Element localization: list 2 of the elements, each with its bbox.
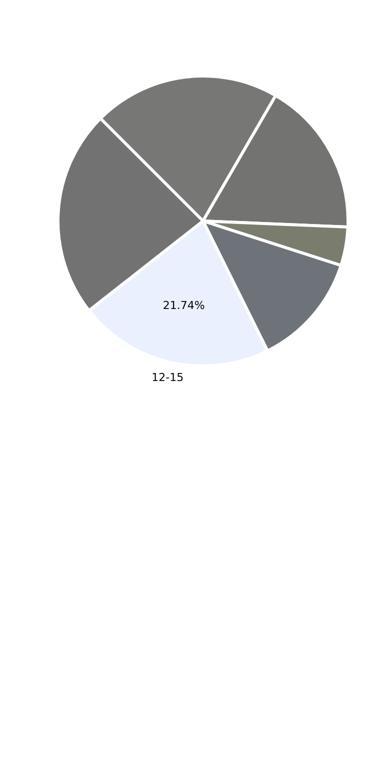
slice-label: 12-15 (152, 371, 184, 384)
data-label: 21.74% (162, 298, 205, 312)
